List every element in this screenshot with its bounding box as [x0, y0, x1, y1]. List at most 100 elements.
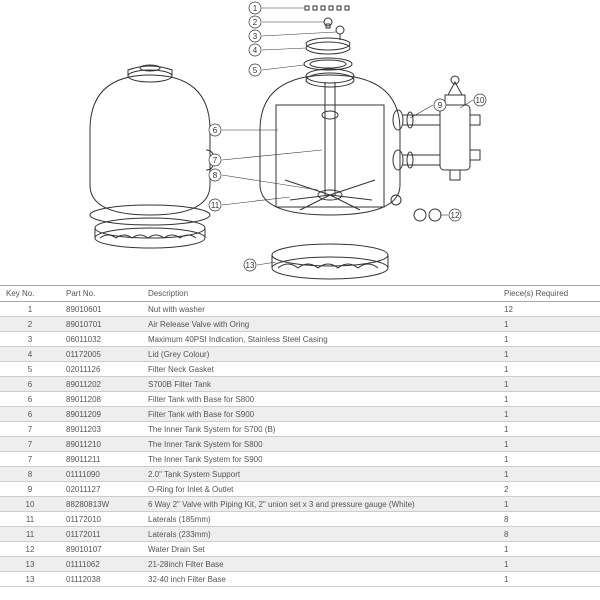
- cell-desc: The Inner Tank System for S700 (B): [142, 422, 498, 437]
- callout-number: 10: [476, 96, 485, 105]
- diagram-svg: 12345678910111213: [0, 0, 600, 285]
- parts-table: Key No. Part No. Description Piece(s) Re…: [0, 285, 600, 587]
- cell-part: 01172011: [60, 527, 142, 542]
- cell-qty: 1: [498, 572, 600, 587]
- cell-key: 7: [0, 437, 60, 452]
- cell-key: 5: [0, 362, 60, 377]
- cell-part: 88280813W: [60, 497, 142, 512]
- cell-desc: Nut with washer: [142, 302, 498, 317]
- header-part: Part No.: [60, 286, 142, 302]
- cell-part: 89010107: [60, 542, 142, 557]
- cell-key: 4: [0, 347, 60, 362]
- cell-qty: 1: [498, 347, 600, 362]
- cell-desc: Laterals (185mm): [142, 512, 498, 527]
- table-row: 1088280813W6 Way 2" Valve with Piping Ki…: [0, 497, 600, 512]
- callout-number: 7: [213, 156, 218, 165]
- cell-qty: 2: [498, 482, 600, 497]
- table-row: 689011208Filter Tank with Base for S8001: [0, 392, 600, 407]
- table-row: 130111106221-28inch Filter Base1: [0, 557, 600, 572]
- cell-key: 6: [0, 377, 60, 392]
- cell-qty: 1: [498, 452, 600, 467]
- cell-part: 89011203: [60, 422, 142, 437]
- header-qty: Piece(s) Required: [498, 286, 600, 302]
- cell-part: 89011208: [60, 392, 142, 407]
- header-desc: Description: [142, 286, 498, 302]
- cell-part: 01111090: [60, 467, 142, 482]
- cell-key: 2: [0, 317, 60, 332]
- callout-number: 2: [253, 18, 258, 27]
- tank-left: [90, 65, 214, 248]
- exploded-diagram: 12345678910111213: [0, 0, 600, 285]
- cell-part: 02011127: [60, 482, 142, 497]
- callout-number: 13: [246, 261, 255, 270]
- multiport-valve: [440, 76, 480, 180]
- table-row: 1101172011Laterals (233mm)8: [0, 527, 600, 542]
- cell-key: 11: [0, 527, 60, 542]
- callout-number: 4: [253, 46, 258, 55]
- cell-key: 6: [0, 407, 60, 422]
- cell-part: 01112038: [60, 572, 142, 587]
- callout-number: 1: [253, 4, 258, 13]
- table-row: 401172005Lid (Grey Colour)1: [0, 347, 600, 362]
- cell-part: 89011210: [60, 437, 142, 452]
- cell-desc: 6 Way 2" Valve with Piping Kit, 2" union…: [142, 497, 498, 512]
- cell-qty: 1: [498, 557, 600, 572]
- cell-part: 02011126: [60, 362, 142, 377]
- cell-key: 12: [0, 542, 60, 557]
- table-row: 1289010107Water Drain Set1: [0, 542, 600, 557]
- cell-qty: 12: [498, 302, 600, 317]
- table-row: 789011203The Inner Tank System for S700 …: [0, 422, 600, 437]
- cell-key: 10: [0, 497, 60, 512]
- callout-number: 11: [211, 201, 220, 210]
- cell-part: 89010701: [60, 317, 142, 332]
- cell-key: 9: [0, 482, 60, 497]
- cell-part: 89010601: [60, 302, 142, 317]
- cell-qty: 1: [498, 332, 600, 347]
- table-row: 289010701Air Release Valve with Oring1: [0, 317, 600, 332]
- cell-key: 13: [0, 572, 60, 587]
- cell-qty: 1: [498, 497, 600, 512]
- cell-qty: 8: [498, 512, 600, 527]
- cell-desc: 21-28inch Filter Base: [142, 557, 498, 572]
- cell-desc: Maximum 40PSI Indication, Stainless Stee…: [142, 332, 498, 347]
- cell-key: 1: [0, 302, 60, 317]
- table-row: 689011202S700B Filter Tank1: [0, 377, 600, 392]
- cell-desc: Laterals (233mm): [142, 527, 498, 542]
- callout-number: 8: [213, 171, 218, 180]
- callout-number: 12: [451, 211, 460, 220]
- cell-key: 7: [0, 422, 60, 437]
- cell-key: 11: [0, 512, 60, 527]
- cell-qty: 1: [498, 422, 600, 437]
- cell-qty: 1: [498, 362, 600, 377]
- cell-desc: Water Drain Set: [142, 542, 498, 557]
- cell-desc: Air Release Valve with Oring: [142, 317, 498, 332]
- table-row: 789011211The Inner Tank System for S9001: [0, 452, 600, 467]
- table-row: 306011032Maximum 40PSI Indication, Stain…: [0, 332, 600, 347]
- cell-part: 89011211: [60, 452, 142, 467]
- cell-key: 6: [0, 392, 60, 407]
- header-key: Key No.: [0, 286, 60, 302]
- filter-base: [272, 244, 388, 279]
- cell-part: 89011209: [60, 407, 142, 422]
- cell-key: 13: [0, 557, 60, 572]
- cell-qty: 1: [498, 392, 600, 407]
- cell-desc: Filter Tank with Base for S800: [142, 392, 498, 407]
- callout-number: 6: [213, 126, 218, 135]
- cell-qty: 1: [498, 467, 600, 482]
- cell-qty: 1: [498, 377, 600, 392]
- cell-desc: The Inner Tank System for S800: [142, 437, 498, 452]
- cell-desc: S700B Filter Tank: [142, 377, 498, 392]
- cell-key: 8: [0, 467, 60, 482]
- cell-desc: 32-40 inch Filter Base: [142, 572, 498, 587]
- callout-number: 5: [253, 66, 258, 75]
- cell-desc: Lid (Grey Colour): [142, 347, 498, 362]
- cell-part: 01172010: [60, 512, 142, 527]
- top-exploded: [304, 6, 352, 70]
- cell-part: 01172005: [60, 347, 142, 362]
- cell-key: 3: [0, 332, 60, 347]
- callout-number: 9: [438, 101, 443, 110]
- cell-desc: Filter Tank with Base for S900: [142, 407, 498, 422]
- table-row: 189010601Nut with washer12: [0, 302, 600, 317]
- cell-part: 89011202: [60, 377, 142, 392]
- cell-desc: 2.0" Tank System Support: [142, 467, 498, 482]
